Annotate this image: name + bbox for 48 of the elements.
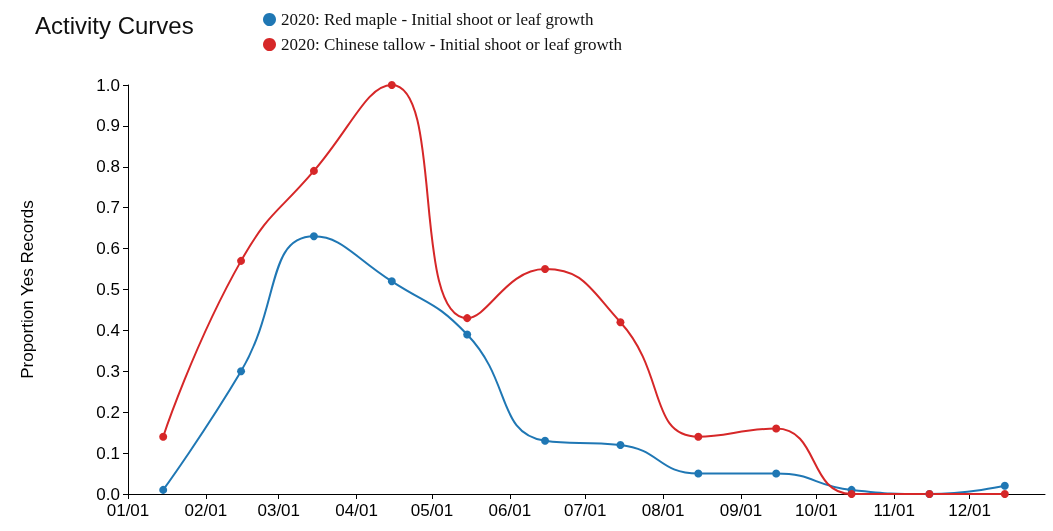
y-tick-label: 0.8 <box>96 157 120 177</box>
x-tick-label: 03/01 <box>257 501 301 520</box>
y-tick-label: 0.3 <box>96 361 120 381</box>
y-tick-label: 0.4 <box>96 320 120 340</box>
x-tick-label: 10/01 <box>795 501 838 520</box>
point <box>772 424 781 433</box>
y-tick-label: 1.0 <box>96 75 120 95</box>
y-tick-label: 0.9 <box>96 116 120 136</box>
y-tick-label: 0.0 <box>96 484 120 504</box>
point <box>159 485 168 494</box>
legend-label: 2020: Chinese tallow - Initial shoot or leaf growth <box>281 35 623 54</box>
legend-label: 2020: Red maple - Initial shoot or leaf growth <box>281 10 595 29</box>
point <box>159 432 168 441</box>
x-tick-label: 09/01 <box>719 501 763 520</box>
y-tick-label: 0.5 <box>96 280 120 299</box>
x-tick-label: 05/01 <box>410 501 454 520</box>
point <box>1000 481 1009 490</box>
point <box>541 265 550 274</box>
point <box>616 318 625 327</box>
y-tick-label: 0.2 <box>96 402 120 422</box>
point <box>309 232 318 241</box>
y-tick-label: 0.6 <box>96 239 120 259</box>
x-tick-label: 07/01 <box>563 501 607 520</box>
point <box>694 432 703 441</box>
y-axis-title: Proportion Yes Records <box>18 200 37 379</box>
chart-title: Activity Curves <box>35 11 194 39</box>
point <box>387 277 396 286</box>
point <box>387 81 396 89</box>
y-tick-label: 0.7 <box>96 198 120 218</box>
point <box>847 490 856 498</box>
x-tick-label: 02/01 <box>184 501 228 520</box>
point <box>463 314 472 323</box>
point <box>541 436 550 445</box>
point <box>309 166 318 175</box>
point <box>772 469 781 478</box>
point <box>237 256 246 265</box>
x-tick-label: 12/01 <box>948 501 991 520</box>
point <box>1000 490 1009 498</box>
y-tick-label: 0.1 <box>96 443 120 463</box>
point <box>237 367 246 376</box>
x-tick-label: 04/01 <box>335 501 378 520</box>
point <box>463 330 472 339</box>
x-tick-label: 11/01 <box>873 501 915 520</box>
x-tick-label: 08/01 <box>641 501 685 520</box>
point <box>616 440 625 449</box>
x-tick-label: 06/01 <box>488 501 532 520</box>
x-tick-label: 01/01 <box>106 501 150 520</box>
point <box>694 469 703 478</box>
